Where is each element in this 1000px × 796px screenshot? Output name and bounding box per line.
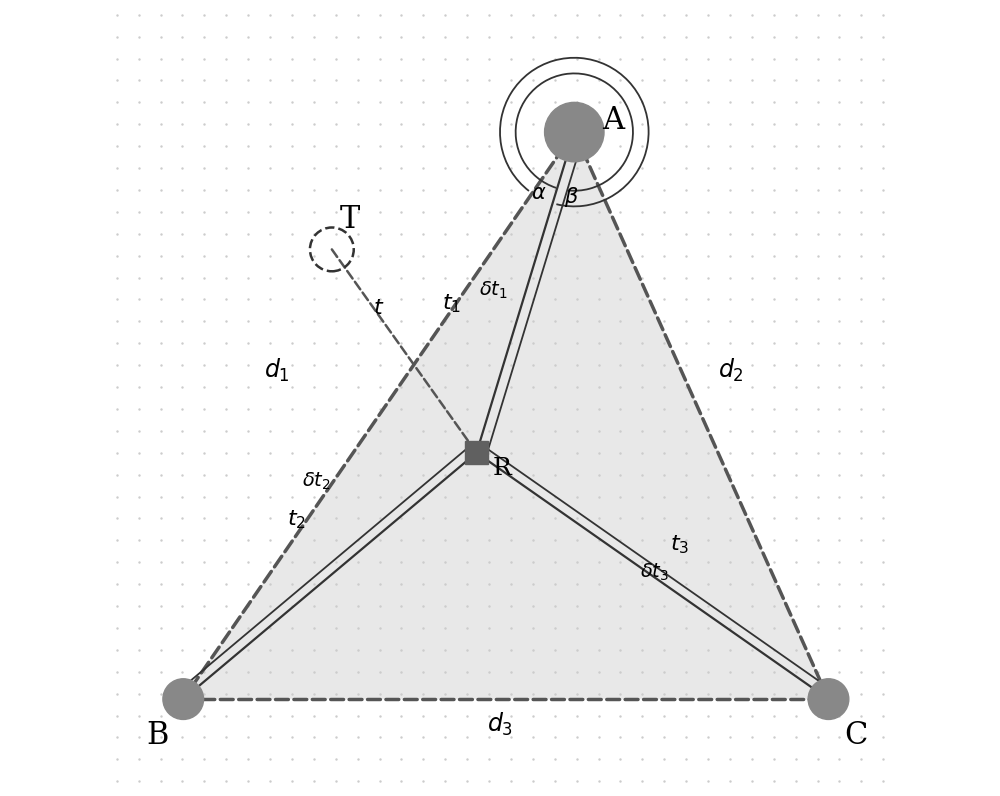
- Bar: [465, 441, 488, 465]
- Circle shape: [808, 679, 849, 720]
- Text: $d_2$: $d_2$: [718, 357, 744, 384]
- Text: T: T: [340, 205, 360, 235]
- Text: $t_2$: $t_2$: [287, 508, 306, 530]
- Polygon shape: [183, 132, 828, 699]
- Text: $t_1$: $t_1$: [442, 293, 461, 315]
- Text: $d_1$: $d_1$: [264, 357, 290, 384]
- Text: $t$: $t$: [373, 297, 384, 319]
- Text: $\beta$: $\beta$: [564, 185, 579, 209]
- Text: A: A: [602, 105, 624, 136]
- Text: C: C: [844, 720, 868, 751]
- Text: $\alpha$: $\alpha$: [531, 184, 546, 203]
- Text: $d_3$: $d_3$: [487, 711, 513, 738]
- Text: B: B: [146, 720, 169, 751]
- Circle shape: [545, 103, 604, 162]
- Text: $\delta t_3$: $\delta t_3$: [640, 562, 669, 583]
- Circle shape: [163, 679, 204, 720]
- Text: R: R: [493, 457, 512, 480]
- Text: $\delta t_2$: $\delta t_2$: [302, 471, 331, 493]
- Text: $\delta t_1$: $\delta t_1$: [479, 279, 508, 301]
- Text: $t_3$: $t_3$: [670, 533, 689, 556]
